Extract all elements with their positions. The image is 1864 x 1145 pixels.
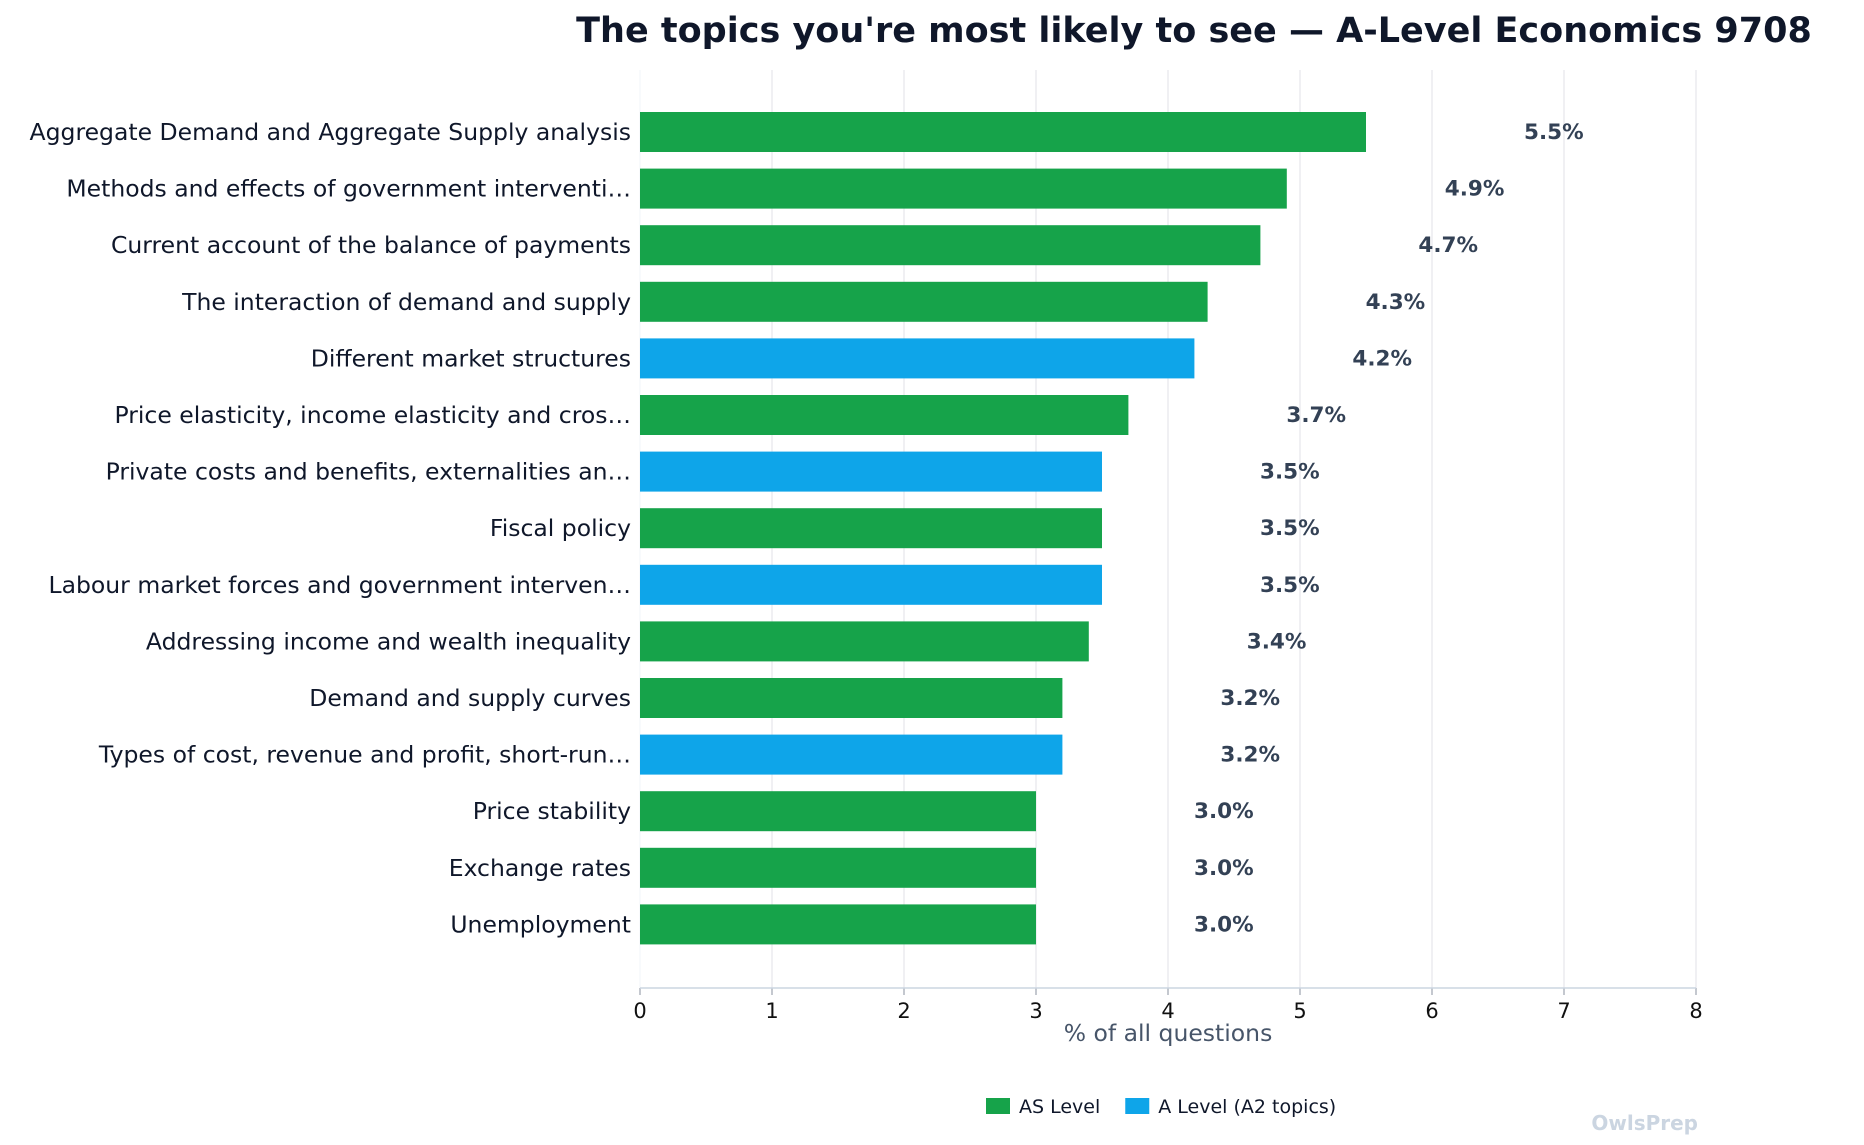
category-label: Private costs and benefits, externalitie… (106, 458, 631, 486)
category-label: Fiscal policy (490, 514, 631, 542)
x-tick-label: 6 (1425, 999, 1438, 1023)
bar (640, 508, 1102, 549)
x-tick-label: 1 (765, 999, 778, 1023)
value-labels: 5.5% 4.9% 4.7% 4.3% 4.2% 3.7% 3.5% 3.5% 3.5% 3.4%… (1194, 120, 1584, 937)
legend-label: AS Level (1019, 1096, 1100, 1118)
value-label: 4.2% (1352, 346, 1412, 371)
x-tick-label: 4 (1161, 999, 1174, 1023)
category-label: Different market structures (311, 344, 631, 372)
category-labels: Aggregate Demand and Aggregate Supply an… (30, 118, 632, 938)
value-label: 3.2% (1220, 686, 1280, 711)
x-tick-label: 8 (1689, 999, 1702, 1023)
value-label: 3.5% (1260, 573, 1320, 598)
category-label: Demand and supply curves (309, 684, 631, 712)
category-label: The interaction of demand and supply (181, 288, 631, 316)
bar (640, 112, 1366, 152)
bars (640, 112, 1366, 945)
value-label: 3.4% (1247, 629, 1307, 654)
bar (640, 734, 1063, 775)
value-label: 3.0% (1194, 799, 1254, 824)
x-tick-label: 7 (1557, 999, 1570, 1023)
bar (640, 791, 1036, 832)
x-axis: 0 1 2 3 4 5 6 7 8 (633, 987, 1703, 1023)
value-label: 3.7% (1286, 403, 1346, 428)
bar (640, 678, 1063, 718)
value-label: 4.3% (1366, 290, 1426, 315)
bar (640, 168, 1287, 209)
value-label: 4.7% (1418, 233, 1478, 258)
category-label: Price elasticity, income elasticity and … (114, 401, 631, 429)
category-label: Addressing income and wealth inequality (146, 627, 631, 655)
bar (640, 338, 1195, 379)
x-tick-label: 2 (897, 999, 910, 1023)
value-label: 3.0% (1194, 912, 1254, 937)
bar (640, 904, 1036, 945)
bar (640, 451, 1102, 492)
x-axis-title: % of all questions (1064, 1019, 1273, 1047)
bar (640, 395, 1129, 435)
legend-swatch (1125, 1098, 1150, 1114)
bar (640, 564, 1102, 605)
bar (640, 225, 1261, 266)
value-label: 5.5% (1524, 120, 1584, 145)
bar (640, 847, 1036, 888)
category-label: Labour market forces and government inte… (49, 571, 632, 599)
bar (640, 281, 1208, 322)
watermark: OwlsPrep (1591, 1111, 1698, 1135)
value-label: 3.0% (1194, 856, 1254, 881)
legend-item: A Level (A2 topics) (1125, 1096, 1336, 1118)
value-label: 3.5% (1260, 460, 1320, 485)
category-label: Exchange rates (449, 854, 631, 882)
chart-title: The topics you're most likely to see — A… (576, 11, 1812, 51)
x-tick-label: 3 (1029, 999, 1042, 1023)
legend-label: A Level (A2 topics) (1158, 1096, 1336, 1118)
x-tick-label: 0 (633, 999, 646, 1023)
category-label: Types of cost, revenue and profit, short… (98, 741, 631, 769)
legend: AS Level A Level (A2 topics) (986, 1096, 1336, 1118)
x-tick-label: 5 (1293, 999, 1306, 1023)
value-label: 3.2% (1220, 743, 1280, 768)
legend-swatch (986, 1098, 1010, 1114)
category-label: Methods and effects of government interv… (66, 175, 631, 203)
category-label: Current account of the balance of paymen… (111, 231, 631, 259)
category-label: Aggregate Demand and Aggregate Supply an… (30, 118, 631, 146)
category-label: Unemployment (450, 910, 631, 938)
value-label: 4.9% (1445, 177, 1505, 202)
legend-item: AS Level (986, 1096, 1100, 1118)
category-label: Price stability (473, 797, 631, 825)
bar (640, 621, 1089, 662)
value-label: 3.5% (1260, 516, 1320, 541)
